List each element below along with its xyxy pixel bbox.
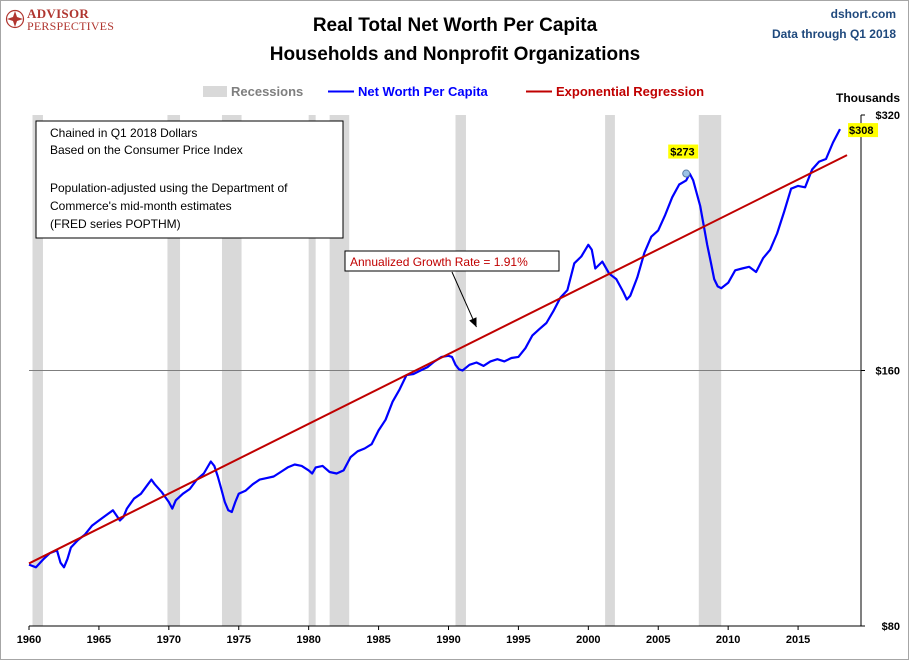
notes-box: Chained in Q1 2018 Dollars Based on the … [35,120,344,239]
peak-label: $273 [670,147,694,159]
compass-star-icon [5,9,25,29]
chart-title: Real Total Net Worth Per Capita [313,15,598,36]
growth-rate-arrowhead [469,317,477,328]
x-tick-label-1965: 1965 [87,634,111,646]
last-value-label: $308 [849,125,873,137]
legend-regression-label: Exponential Regression [556,84,704,99]
growth-rate-annotation: Annualized Growth Rate = 1.91% [344,250,560,328]
exponential-regression-line [28,154,848,565]
x-tick-label-1985: 1985 [366,634,390,646]
notes-box-frame [35,120,344,239]
advisor-perspectives-logo: ADVISOR PERSPECTIVES [5,6,114,33]
logo-line1: ADVISOR [27,6,89,21]
last-value-callout: $308 [848,123,879,138]
x-tick-label-1970: 1970 [157,634,181,646]
y-tick-label-320: $320 [876,110,900,122]
legend-recessions-swatch [203,86,227,97]
growth-rate-arrow [451,271,477,328]
y-unit-label: Thousands [836,91,900,105]
tick-labels: 1960 1965 1970 1975 1980 1985 1990 1995 2000 2005… [17,110,900,646]
growth-rate-label: Annualized Growth Rate = 1.91% [350,255,528,269]
note-line-5: Commerce's mid-month estimates [50,199,232,213]
last-value-label-background [848,123,879,138]
note-line-2: Based on the Consumer Price Index [50,143,243,157]
x-tick-label-1990: 1990 [436,634,460,646]
net-worth-per-capita-line [28,128,841,569]
legend: Recessions Net Worth Per Capita Exponent… [203,84,704,99]
x-tick-label-1975: 1975 [227,634,251,646]
x-tick-label-1980: 1980 [296,634,320,646]
logo-line2: PERSPECTIVES [27,19,114,33]
peak-marker [682,169,691,178]
x-tick-label-1995: 1995 [506,634,530,646]
note-line-4: Population-adjusted using the Department… [50,181,288,195]
series-lines [28,128,848,569]
x-tick-label-2005: 2005 [646,634,670,646]
source-label: dshort.com [831,7,896,21]
x-tick-label-1960: 1960 [17,634,41,646]
y-tick-label-160: $160 [876,366,900,378]
x-tick-label-2000: 2000 [576,634,600,646]
legend-net-worth-label: Net Worth Per Capita [358,84,489,99]
legend-recessions-label: Recessions [231,84,303,99]
note-line-6: (FRED series POPTHM) [50,217,181,231]
chart-subtitle: Households and Nonprofit Organizations [270,44,641,65]
note-line-1: Chained in Q1 2018 Dollars [50,126,197,140]
peak-label-background [668,144,699,159]
y-tick-label-80: $80 [882,621,900,633]
growth-rate-box [344,250,560,272]
peak-callout: $273 [668,144,699,178]
x-tick-label-2015: 2015 [786,634,810,646]
x-tick-label-2010: 2010 [716,634,740,646]
data-through-label: Data through Q1 2018 [772,27,896,41]
